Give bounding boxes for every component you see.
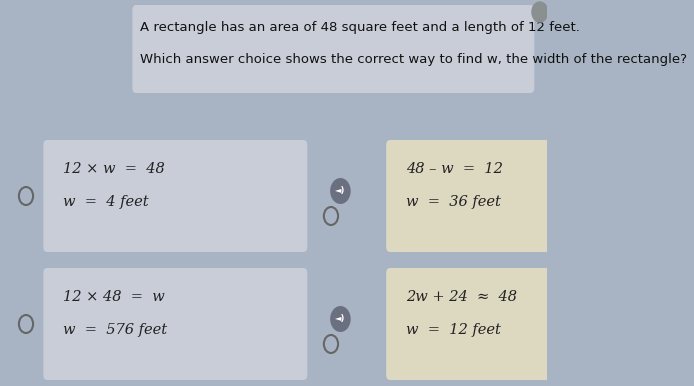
Circle shape xyxy=(324,335,338,353)
Circle shape xyxy=(532,2,548,22)
Text: A rectangle has an area of 48 square feet and a length of 12 feet.: A rectangle has an area of 48 square fee… xyxy=(140,21,580,34)
Text: w  =  12 feet: w = 12 feet xyxy=(406,323,500,337)
Circle shape xyxy=(324,207,338,225)
FancyBboxPatch shape xyxy=(43,268,307,380)
FancyBboxPatch shape xyxy=(386,140,552,252)
Circle shape xyxy=(330,178,350,204)
FancyBboxPatch shape xyxy=(43,140,307,252)
Text: w  =  36 feet: w = 36 feet xyxy=(406,195,500,209)
Text: 48 – w  =  12: 48 – w = 12 xyxy=(406,162,502,176)
Circle shape xyxy=(19,315,33,333)
Text: 12 × w  =  48: 12 × w = 48 xyxy=(63,162,164,176)
Text: Which answer choice shows the correct way to find w, the width of the rectangle?: Which answer choice shows the correct wa… xyxy=(140,53,687,66)
FancyBboxPatch shape xyxy=(133,5,534,93)
Text: 2w + 24  ≈  48: 2w + 24 ≈ 48 xyxy=(406,290,517,304)
Circle shape xyxy=(330,306,350,332)
Text: w  =  4 feet: w = 4 feet xyxy=(63,195,149,209)
Text: ◄): ◄) xyxy=(335,186,346,195)
Text: ◄): ◄) xyxy=(335,315,346,323)
Circle shape xyxy=(19,187,33,205)
Text: 12 × 48  =  w: 12 × 48 = w xyxy=(63,290,164,304)
Text: w  =  576 feet: w = 576 feet xyxy=(63,323,167,337)
FancyBboxPatch shape xyxy=(386,268,552,380)
